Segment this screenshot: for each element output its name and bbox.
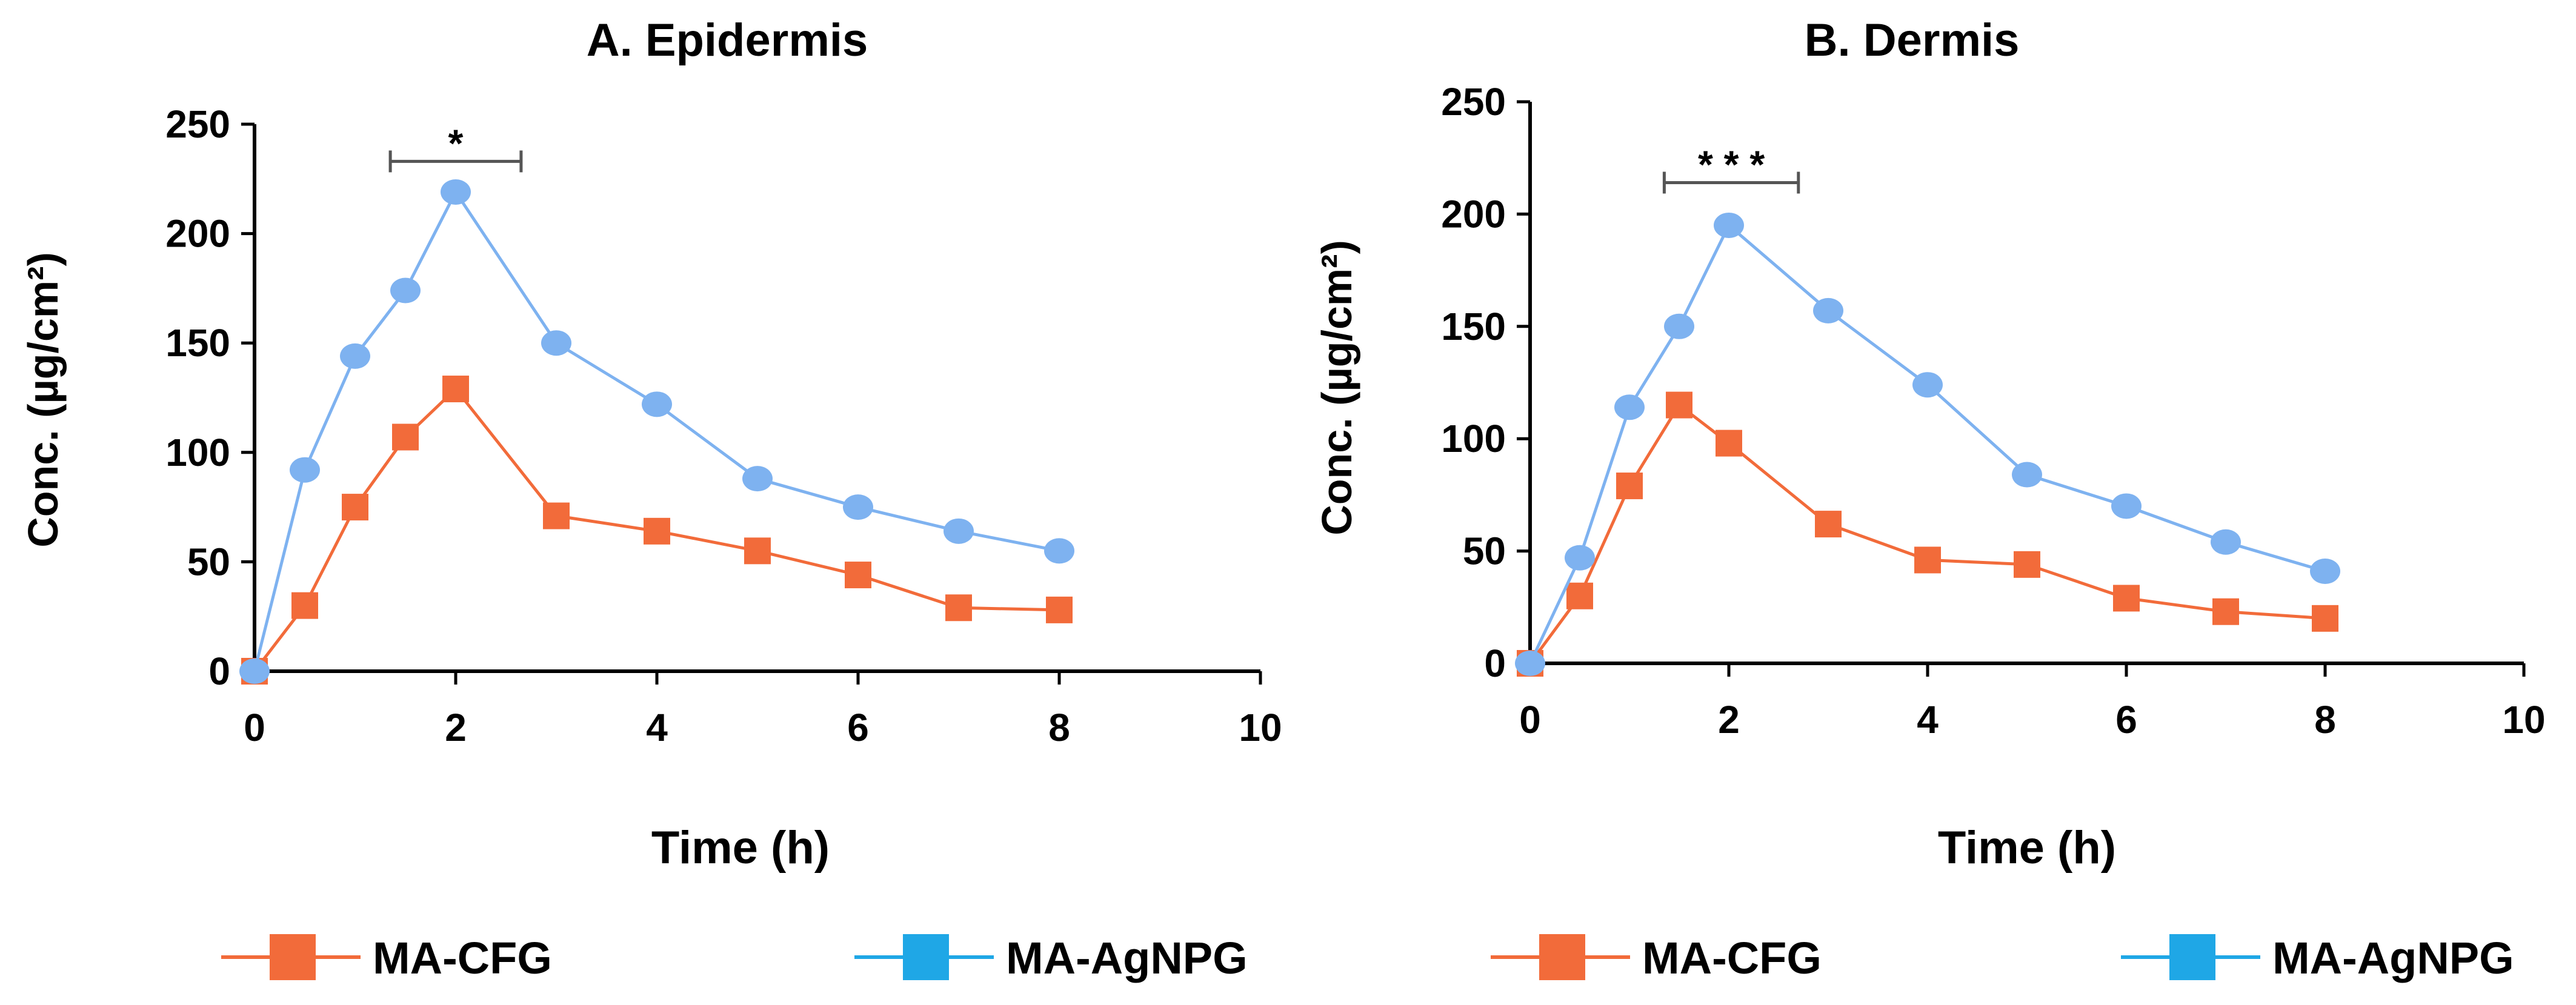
data-point-ma-cfg xyxy=(1716,430,1742,457)
data-point-ma-agnpg xyxy=(1614,394,1645,420)
x-tick-label: 0 xyxy=(1519,698,1541,741)
significance-label: * * * xyxy=(1698,142,1765,186)
x-tick-label: 10 xyxy=(1239,706,1282,749)
data-point-ma-cfg xyxy=(1616,473,1643,500)
significance-label: * xyxy=(448,121,464,165)
data-point-ma-agnpg xyxy=(1565,545,1595,571)
x-axis-label: Time (h) xyxy=(651,822,830,874)
x-tick-label: 10 xyxy=(2502,698,2545,741)
y-tick-label: 0 xyxy=(1484,642,1506,685)
legend-item: MA-AgNPG xyxy=(854,933,1248,983)
y-tick-label: 100 xyxy=(1441,417,1506,460)
data-point-ma-cfg xyxy=(2113,585,2140,612)
x-axis-label: Time (h) xyxy=(1938,822,2116,874)
legend-label: MA-AgNPG xyxy=(2272,933,2514,983)
x-tick-label: 4 xyxy=(646,706,668,749)
data-point-ma-agnpg xyxy=(390,277,421,303)
data-point-ma-agnpg xyxy=(441,179,471,205)
data-point-ma-agnpg xyxy=(1912,372,1943,398)
legend-marker xyxy=(903,934,949,980)
data-point-ma-agnpg xyxy=(2310,558,2340,584)
y-tick-label: 200 xyxy=(1441,192,1506,236)
y-tick-label: 0 xyxy=(208,649,230,693)
y-tick-label: 100 xyxy=(165,431,230,474)
chart-title: B. Dermis xyxy=(1805,15,2020,66)
data-point-ma-cfg xyxy=(2014,551,2040,578)
data-point-ma-agnpg xyxy=(1714,212,1744,238)
data-point-ma-agnpg xyxy=(944,518,974,544)
x-tick-label: 2 xyxy=(1718,698,1740,741)
data-point-ma-cfg xyxy=(1666,391,1692,419)
data-point-ma-cfg xyxy=(543,502,570,529)
data-point-ma-cfg xyxy=(442,376,469,403)
data-point-ma-cfg xyxy=(1815,511,1842,538)
data-point-ma-cfg xyxy=(644,517,670,545)
legend-item: MA-CFG xyxy=(1491,933,1822,983)
legend-item: MA-CFG xyxy=(221,933,552,983)
x-tick-label: 6 xyxy=(2115,698,2137,741)
data-point-ma-cfg xyxy=(845,562,871,589)
legend-marker xyxy=(2169,934,2215,980)
data-point-ma-cfg xyxy=(2212,598,2239,625)
data-point-ma-cfg xyxy=(392,423,419,451)
y-tick-label: 250 xyxy=(1441,80,1506,124)
x-tick-label: 0 xyxy=(244,706,265,749)
data-point-ma-agnpg xyxy=(541,330,571,356)
data-point-ma-cfg xyxy=(1914,546,1941,574)
y-axis-label: Conc. (µg/cm²) xyxy=(1313,240,1360,536)
data-point-ma-agnpg xyxy=(1044,538,1074,564)
x-tick-label: 2 xyxy=(445,706,467,749)
y-tick-label: 150 xyxy=(165,321,230,365)
y-tick-label: 50 xyxy=(187,540,230,583)
legend: MA-CFG MA-AgNPG MA-CFG MA-AgNPG xyxy=(221,933,2514,983)
legend-item: MA-AgNPG xyxy=(2121,933,2514,983)
data-point-ma-cfg xyxy=(2312,605,2338,632)
data-point-ma-agnpg xyxy=(2012,462,2042,488)
data-point-ma-agnpg xyxy=(340,343,370,369)
y-tick-label: 200 xyxy=(165,212,230,256)
data-point-ma-agnpg xyxy=(1813,297,1843,323)
data-point-ma-cfg xyxy=(342,494,368,521)
series-line-ma-agnpg xyxy=(253,189,1060,672)
data-point-ma-agnpg xyxy=(290,457,320,483)
legend-marker xyxy=(1539,934,1585,980)
series-line-ma-agnpg xyxy=(1528,222,2326,665)
data-point-ma-agnpg xyxy=(239,658,270,684)
data-point-ma-cfg xyxy=(291,592,318,619)
data-point-ma-agnpg xyxy=(843,494,873,520)
x-tick-label: 8 xyxy=(1048,706,1070,749)
legend-label: MA-CFG xyxy=(1642,933,1822,983)
data-point-ma-cfg xyxy=(945,594,972,622)
chart-title: A. Epidermis xyxy=(587,15,868,66)
x-tick-label: 6 xyxy=(847,706,869,749)
data-point-ma-cfg xyxy=(1566,582,1593,609)
data-point-ma-agnpg xyxy=(642,391,672,417)
data-point-ma-cfg xyxy=(744,537,771,565)
x-tick-label: 4 xyxy=(1917,698,1939,741)
chart-epidermis: A. Epidermis Time (h) 0 50 100 150 200 250 0 2 4… xyxy=(19,15,1282,874)
legend-label: MA-CFG xyxy=(373,933,552,983)
data-point-ma-agnpg xyxy=(1515,651,1545,676)
x-tick-label: 8 xyxy=(2314,698,2336,741)
legend-label: MA-AgNPG xyxy=(1006,933,1248,983)
data-point-ma-agnpg xyxy=(1664,313,1694,339)
legend-marker xyxy=(270,934,316,980)
data-point-ma-agnpg xyxy=(742,466,773,492)
y-tick-label: 150 xyxy=(1441,305,1506,348)
y-axis-label: Conc. (µg/cm²) xyxy=(19,252,67,548)
chart-dermis: B. Dermis Time (h) 0 50 100 150 200 250 0 2 4 6 8 1… xyxy=(1313,15,2546,874)
data-point-ma-agnpg xyxy=(2211,529,2241,555)
y-tick-label: 250 xyxy=(165,102,230,146)
data-point-ma-cfg xyxy=(1046,596,1073,623)
y-tick-label: 50 xyxy=(1463,529,1506,573)
data-point-ma-agnpg xyxy=(2111,493,2142,519)
